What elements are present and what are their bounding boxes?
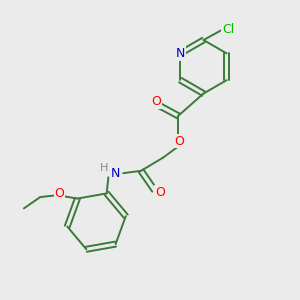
- Text: O: O: [175, 135, 184, 148]
- Text: N: N: [110, 167, 120, 180]
- Text: O: O: [155, 186, 165, 199]
- Text: N: N: [176, 47, 185, 60]
- Text: O: O: [54, 187, 64, 200]
- Text: O: O: [152, 95, 161, 108]
- Text: Cl: Cl: [222, 23, 234, 36]
- Text: H: H: [100, 164, 108, 173]
